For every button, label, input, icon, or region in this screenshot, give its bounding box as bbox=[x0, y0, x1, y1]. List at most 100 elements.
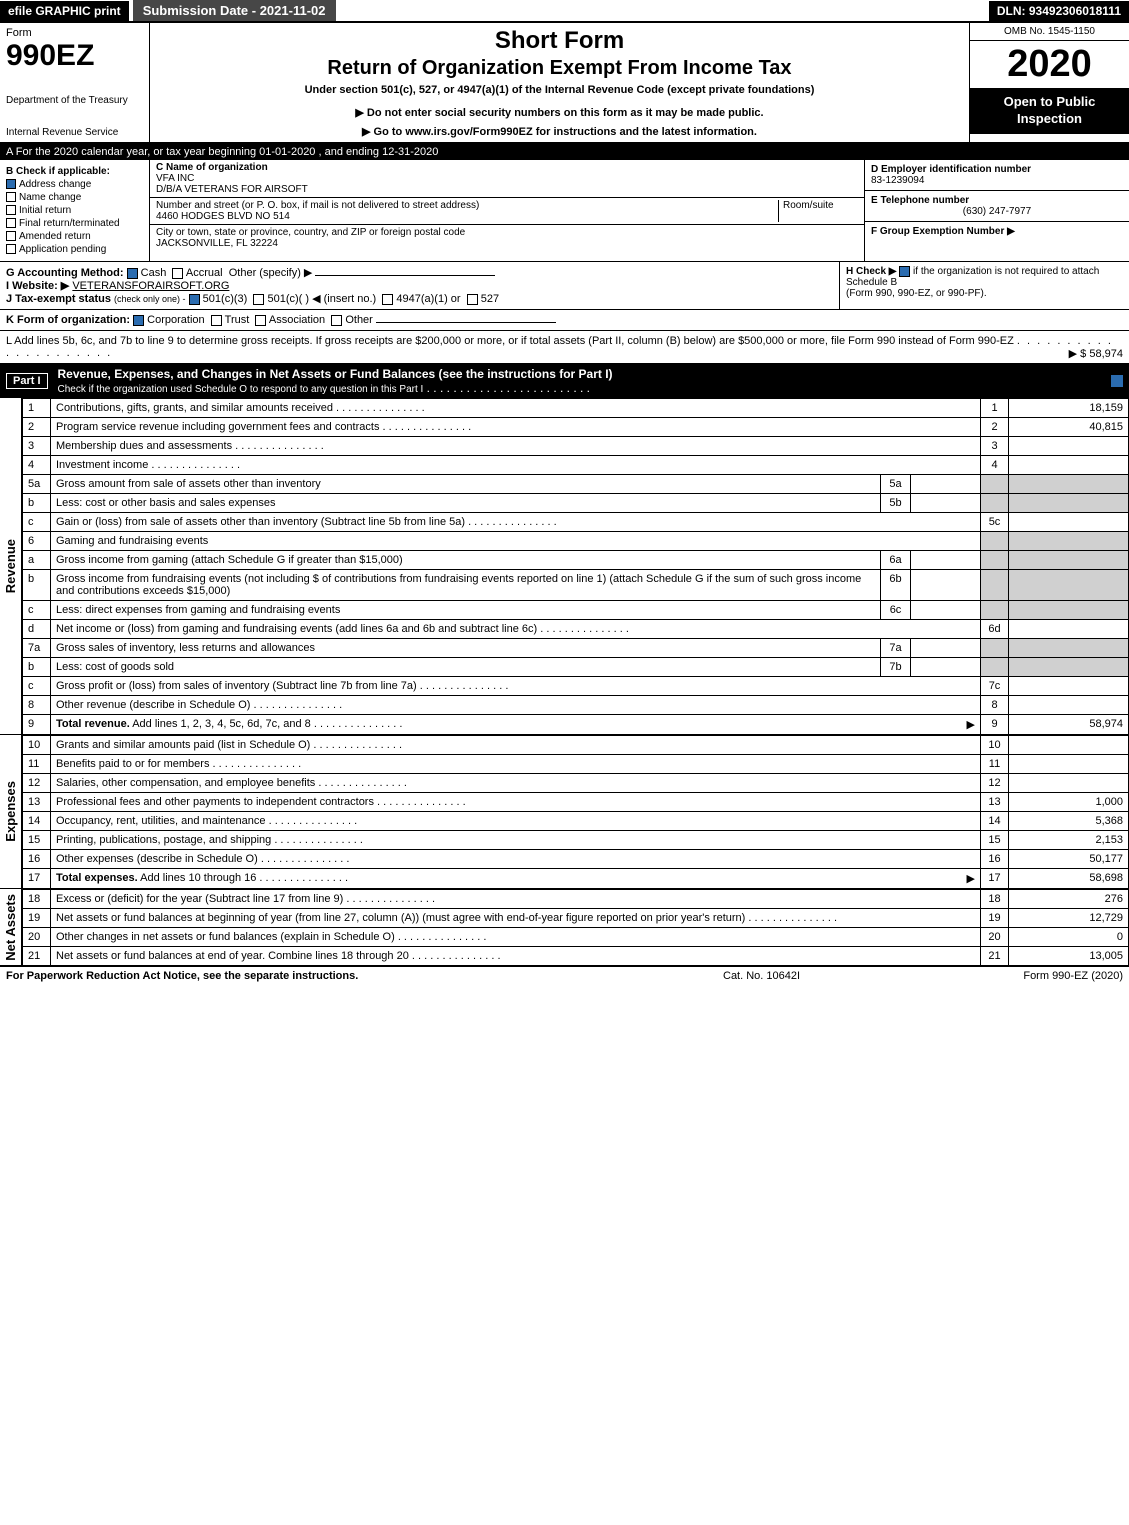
checkbox-other-org[interactable] bbox=[331, 315, 342, 326]
expenses-table: 10Grants and similar amounts paid (list … bbox=[22, 735, 1129, 889]
ein: 83-1239094 bbox=[871, 175, 924, 186]
line-desc: Other expenses (describe in Schedule O) … bbox=[51, 850, 981, 869]
sub-line-number: 5b bbox=[881, 494, 911, 513]
checkbox-schedule-o[interactable] bbox=[1111, 375, 1123, 387]
h-label: H Check ▶ bbox=[846, 266, 896, 277]
checkbox-trust[interactable] bbox=[211, 315, 222, 326]
accrual-label: Accrual bbox=[186, 267, 223, 279]
header-mid: Short Form Return of Organization Exempt… bbox=[150, 23, 969, 142]
box-b-label: B Check if applicable: bbox=[6, 166, 143, 177]
checkbox-accrual[interactable] bbox=[172, 268, 183, 279]
checkbox-amended[interactable] bbox=[6, 231, 16, 241]
table-row: aGross income from gaming (attach Schedu… bbox=[23, 551, 1129, 570]
sub-line-number: 6b bbox=[881, 570, 911, 601]
checkbox-501c[interactable] bbox=[253, 294, 264, 305]
shaded-cell bbox=[981, 494, 1009, 513]
line-desc: Net assets or fund balances at beginning… bbox=[51, 909, 981, 928]
checkbox-527[interactable] bbox=[467, 294, 478, 305]
goto-link[interactable]: ▶ Go to www.irs.gov/Form990EZ for instru… bbox=[160, 125, 959, 138]
checkbox-501c3[interactable] bbox=[189, 294, 200, 305]
line-l: L Add lines 5b, 6c, and 7b to line 9 to … bbox=[0, 331, 1129, 364]
right-line-number: 15 bbox=[981, 831, 1009, 850]
checkbox-assoc[interactable] bbox=[255, 315, 266, 326]
line-desc: Gain or (loss) from sale of assets other… bbox=[51, 513, 981, 532]
k-label: K Form of organization: bbox=[6, 314, 130, 326]
label-pending: Application pending bbox=[19, 244, 106, 255]
room-label: Room/suite bbox=[778, 200, 858, 222]
right-line-number: 6d bbox=[981, 620, 1009, 639]
other-specify-input[interactable] bbox=[315, 275, 495, 276]
table-row: 7aGross sales of inventory, less returns… bbox=[23, 639, 1129, 658]
website-link[interactable]: VETERANSFORAIRSOFT.ORG bbox=[72, 280, 229, 292]
amount bbox=[1009, 736, 1129, 755]
checkbox-corp[interactable] bbox=[133, 315, 144, 326]
amount: 0 bbox=[1009, 928, 1129, 947]
amount: 40,815 bbox=[1009, 418, 1129, 437]
i-label: I Website: ▶ bbox=[6, 280, 69, 292]
top-bar: efile GRAPHIC print Submission Date - 20… bbox=[0, 0, 1129, 23]
amount bbox=[1009, 755, 1129, 774]
label-initial-return: Initial return bbox=[19, 205, 71, 216]
k-other-input[interactable] bbox=[376, 322, 556, 323]
checkbox-address-change[interactable] bbox=[6, 179, 16, 189]
amount: 50,177 bbox=[1009, 850, 1129, 869]
checkbox-schedule-b[interactable] bbox=[899, 266, 910, 277]
line-number: 2 bbox=[23, 418, 51, 437]
dln-label: DLN: 93492306018111 bbox=[989, 1, 1129, 21]
amount bbox=[1009, 620, 1129, 639]
k-corp: Corporation bbox=[147, 314, 204, 326]
irs-label: Internal Revenue Service bbox=[6, 127, 143, 138]
label-amended: Amended return bbox=[19, 231, 91, 242]
line-number: b bbox=[23, 494, 51, 513]
right-line-number: 2 bbox=[981, 418, 1009, 437]
label-address-change: Address change bbox=[19, 179, 91, 190]
shaded-cell bbox=[1009, 532, 1129, 551]
line-number: 7a bbox=[23, 639, 51, 658]
checkbox-final-return[interactable] bbox=[6, 218, 16, 228]
block-bcd: B Check if applicable: Address change Na… bbox=[0, 160, 1129, 262]
table-row: 20Other changes in net assets or fund ba… bbox=[23, 928, 1129, 947]
line-number: 6 bbox=[23, 532, 51, 551]
line-g: G Accounting Method: Cash Accrual Other … bbox=[0, 262, 839, 309]
efile-label[interactable]: efile GRAPHIC print bbox=[0, 1, 129, 21]
subtitle: Under section 501(c), 527, or 4947(a)(1)… bbox=[160, 84, 959, 96]
revenue-side-label: Revenue bbox=[0, 398, 22, 735]
amount: 58,974 bbox=[1009, 715, 1129, 735]
k-trust: Trust bbox=[225, 314, 250, 326]
checkbox-name-change[interactable] bbox=[6, 192, 16, 202]
checkbox-4947[interactable] bbox=[382, 294, 393, 305]
j-501c3: 501(c)(3) bbox=[203, 293, 248, 305]
org-name: VFA INC bbox=[156, 173, 194, 184]
sub-amount bbox=[911, 475, 981, 494]
right-line-number: 19 bbox=[981, 909, 1009, 928]
netassets-table: 18Excess or (deficit) for the year (Subt… bbox=[22, 889, 1129, 966]
right-line-number: 11 bbox=[981, 755, 1009, 774]
table-row: 19Net assets or fund balances at beginni… bbox=[23, 909, 1129, 928]
line-number: 3 bbox=[23, 437, 51, 456]
sub-amount bbox=[911, 570, 981, 601]
line-desc: Less: cost of goods sold bbox=[51, 658, 881, 677]
label-name-change: Name change bbox=[19, 192, 81, 203]
amount: 12,729 bbox=[1009, 909, 1129, 928]
footer-left: For Paperwork Reduction Act Notice, see … bbox=[6, 970, 723, 982]
table-row: 12Salaries, other compensation, and empl… bbox=[23, 774, 1129, 793]
table-row: 10Grants and similar amounts paid (list … bbox=[23, 736, 1129, 755]
checkbox-pending[interactable] bbox=[6, 244, 16, 254]
table-row: 2Program service revenue including gover… bbox=[23, 418, 1129, 437]
line-number: b bbox=[23, 570, 51, 601]
line-desc: Less: cost or other basis and sales expe… bbox=[51, 494, 881, 513]
netassets-section: Net Assets 18Excess or (deficit) for the… bbox=[0, 889, 1129, 966]
form-number: 990EZ bbox=[6, 39, 143, 73]
omb-number: OMB No. 1545-1150 bbox=[970, 23, 1129, 41]
org-dba: D/B/A VETERANS FOR AIRSOFT bbox=[156, 184, 308, 195]
line-desc: Gaming and fundraising events bbox=[51, 532, 981, 551]
table-row: 18Excess or (deficit) for the year (Subt… bbox=[23, 890, 1129, 909]
shaded-cell bbox=[1009, 475, 1129, 494]
sub-line-number: 6c bbox=[881, 601, 911, 620]
open-public: Open to Public Inspection bbox=[970, 88, 1129, 134]
table-row: 6Gaming and fundraising events bbox=[23, 532, 1129, 551]
checkbox-initial-return[interactable] bbox=[6, 205, 16, 215]
sub-line-number: 7a bbox=[881, 639, 911, 658]
g-label: G Accounting Method: bbox=[6, 267, 124, 279]
checkbox-cash[interactable] bbox=[127, 268, 138, 279]
